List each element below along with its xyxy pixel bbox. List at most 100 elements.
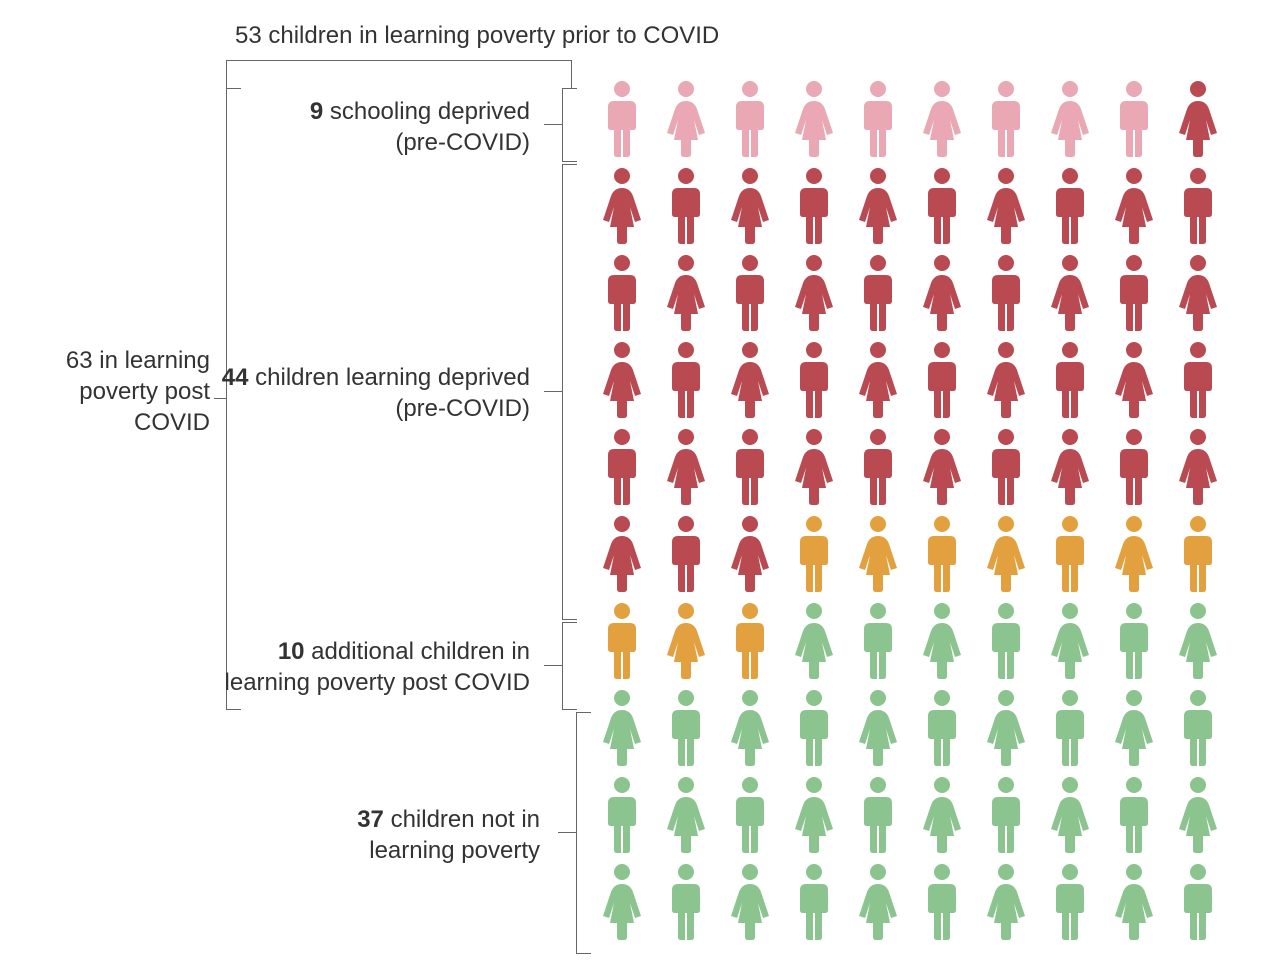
person-icon — [974, 514, 1038, 594]
person-icon — [590, 340, 654, 420]
person-icon — [974, 340, 1038, 420]
person-icon — [782, 688, 846, 768]
person-icon — [1166, 688, 1230, 768]
person-icon — [974, 166, 1038, 246]
person-icon — [718, 862, 782, 942]
person-icon — [1166, 340, 1230, 420]
person-icon — [1102, 601, 1166, 681]
person-icon — [1166, 775, 1230, 855]
person-icon — [1102, 79, 1166, 159]
person-icon — [974, 862, 1038, 942]
person-icon — [1102, 340, 1166, 420]
person-icon — [1102, 862, 1166, 942]
tick-cat-37 — [558, 832, 576, 833]
person-icon — [974, 253, 1038, 333]
person-icon — [846, 253, 910, 333]
person-icon — [1038, 862, 1102, 942]
person-icon — [1038, 601, 1102, 681]
person-icon — [1102, 166, 1166, 246]
pictogram-row — [590, 75, 1230, 162]
pictogram-row — [590, 510, 1230, 597]
person-icon — [910, 340, 974, 420]
person-icon — [846, 688, 910, 768]
person-icon — [718, 79, 782, 159]
person-icon — [654, 688, 718, 768]
person-icon — [1038, 340, 1102, 420]
person-icon — [590, 601, 654, 681]
person-icon — [1166, 427, 1230, 507]
person-icon — [590, 253, 654, 333]
title-text: 53 children in learning poverty prior to… — [235, 22, 719, 50]
person-icon — [910, 166, 974, 246]
pictogram-grid — [590, 75, 1230, 945]
person-icon — [782, 775, 846, 855]
person-icon — [590, 688, 654, 768]
person-icon — [1038, 166, 1102, 246]
bracket-cat-37 — [576, 712, 591, 954]
person-icon — [910, 775, 974, 855]
person-icon — [846, 775, 910, 855]
person-icon — [654, 775, 718, 855]
pictogram-row — [590, 684, 1230, 771]
person-icon — [846, 166, 910, 246]
infographic-canvas: 53 children in learning poverty prior to… — [0, 0, 1266, 963]
person-icon — [590, 514, 654, 594]
person-icon — [590, 775, 654, 855]
person-icon — [718, 775, 782, 855]
person-icon — [1038, 79, 1102, 159]
person-icon — [1038, 514, 1102, 594]
bracket-cat-44 — [562, 164, 577, 620]
person-icon — [1102, 427, 1166, 507]
person-icon — [654, 166, 718, 246]
pictogram-row — [590, 162, 1230, 249]
person-icon — [846, 862, 910, 942]
person-icon — [1166, 253, 1230, 333]
person-icon — [718, 514, 782, 594]
person-icon — [974, 688, 1038, 768]
person-icon — [1166, 862, 1230, 942]
person-icon — [590, 79, 654, 159]
person-icon — [782, 166, 846, 246]
person-icon — [782, 340, 846, 420]
person-icon — [654, 862, 718, 942]
person-icon — [654, 340, 718, 420]
person-icon — [718, 166, 782, 246]
pictogram-row — [590, 597, 1230, 684]
tick-cat-44 — [544, 391, 562, 392]
person-icon — [846, 427, 910, 507]
pictogram-row — [590, 249, 1230, 336]
tick-cat-10 — [544, 665, 562, 666]
person-icon — [910, 79, 974, 159]
person-icon — [590, 427, 654, 507]
pictogram-row — [590, 858, 1230, 945]
person-icon — [782, 601, 846, 681]
person-icon — [1038, 253, 1102, 333]
person-icon — [1102, 253, 1166, 333]
person-icon — [846, 79, 910, 159]
person-icon — [974, 601, 1038, 681]
person-icon — [590, 166, 654, 246]
person-icon — [910, 862, 974, 942]
person-icon — [910, 514, 974, 594]
pictogram-row — [590, 423, 1230, 510]
person-icon — [910, 601, 974, 681]
person-icon — [654, 427, 718, 507]
label-cat-44: 44 children learning deprived (pre-COVID… — [210, 362, 530, 424]
person-icon — [782, 514, 846, 594]
person-icon — [718, 601, 782, 681]
person-icon — [1166, 166, 1230, 246]
bracket-cat-10 — [562, 622, 577, 710]
person-icon — [782, 427, 846, 507]
person-icon — [846, 340, 910, 420]
bracket-cat-9 — [562, 88, 577, 162]
bracket-top — [226, 60, 572, 89]
person-icon — [718, 688, 782, 768]
person-icon — [910, 427, 974, 507]
label-cat-37: 37 children not in learning poverty — [280, 804, 540, 866]
person-icon — [1038, 427, 1102, 507]
person-icon — [1166, 79, 1230, 159]
person-icon — [974, 427, 1038, 507]
tick-cat-9 — [544, 124, 562, 125]
person-icon — [590, 862, 654, 942]
person-icon — [718, 253, 782, 333]
